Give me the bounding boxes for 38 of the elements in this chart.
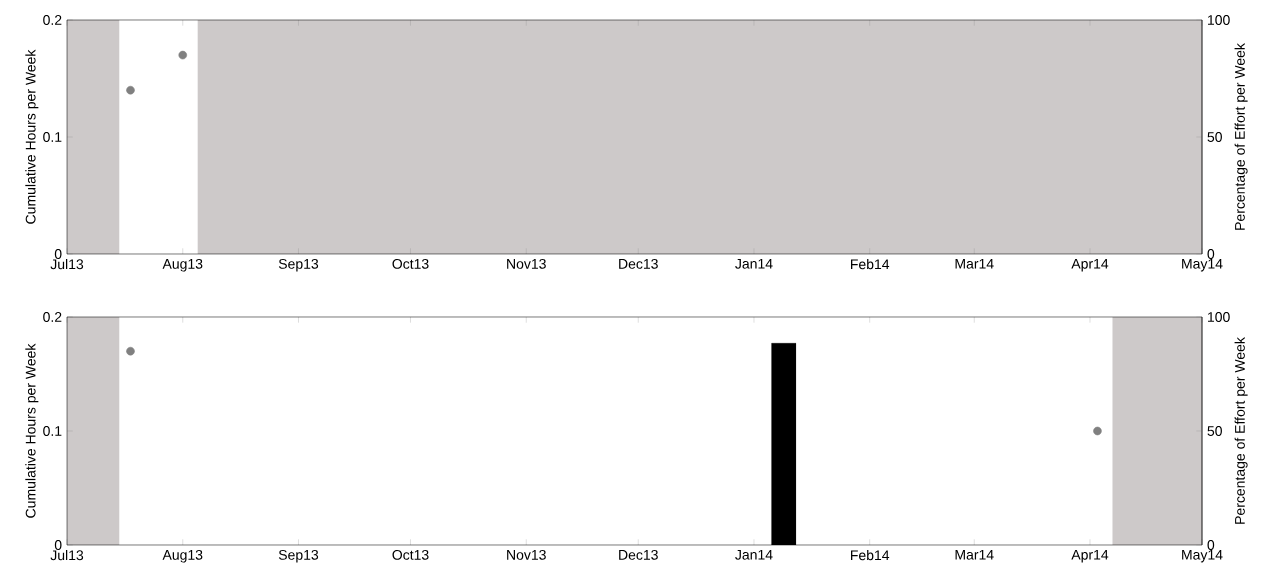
x-tick-label: Mar14	[955, 258, 994, 269]
y2-axis-title: Percentage of Effort per Week	[1234, 43, 1248, 230]
x-tick-label: Apr14	[1071, 549, 1109, 563]
x-tick-label: Dec13	[619, 258, 658, 269]
x-tick-label: Sep13	[278, 258, 319, 272]
y-tick-label: 0	[54, 249, 62, 259]
y2-axis-title: Percentage of Effort per Week	[1234, 337, 1248, 524]
y2-tick-label: 0	[1207, 540, 1215, 550]
y2-tick-label: 50	[1207, 132, 1222, 142]
x-tick-label: Jul13	[50, 549, 84, 561]
x-tick-label: Feb14	[851, 549, 890, 561]
y2-tick-label: 100	[1208, 15, 1230, 25]
x-tick-label: Aug13	[162, 549, 203, 563]
y-tick-label: 0.2	[43, 312, 62, 322]
x-tick-label: Apr14	[1071, 258, 1109, 272]
y-axis-title: Cumulative Hours per Week	[25, 49, 39, 224]
x-tick-label: Oct13	[392, 549, 429, 560]
x-tick-label: May14	[1182, 549, 1223, 563]
x-tick-label: Dec13	[619, 549, 658, 560]
y-tick-label: 0.1	[43, 132, 62, 142]
y-tick-label: 0	[54, 540, 62, 550]
y2-tick-label: 50	[1207, 426, 1222, 436]
x-tick-label: Oct13	[392, 258, 429, 269]
x-tick-label: Jan14	[735, 258, 773, 269]
y2-tick-label: 100	[1208, 312, 1230, 322]
x-tick-label: Sep13	[278, 549, 319, 563]
x-tick-label: Jul13	[50, 258, 84, 270]
x-tick-label: Mar14	[955, 549, 994, 560]
y-tick-label: 0.2	[43, 15, 62, 25]
x-tick-label: May14	[1182, 258, 1223, 272]
y-axis-title: Cumulative Hours per Week	[25, 343, 39, 518]
x-tick-label: Nov13	[507, 549, 546, 560]
y2-tick-label: 0	[1207, 249, 1215, 259]
x-tick-label: Aug13	[162, 258, 203, 272]
x-tick-label: Jan14	[735, 549, 773, 560]
x-tick-label: Nov13	[507, 258, 546, 269]
x-tick-label: Feb14	[851, 258, 890, 270]
y-tick-label: 0.1	[43, 426, 62, 436]
